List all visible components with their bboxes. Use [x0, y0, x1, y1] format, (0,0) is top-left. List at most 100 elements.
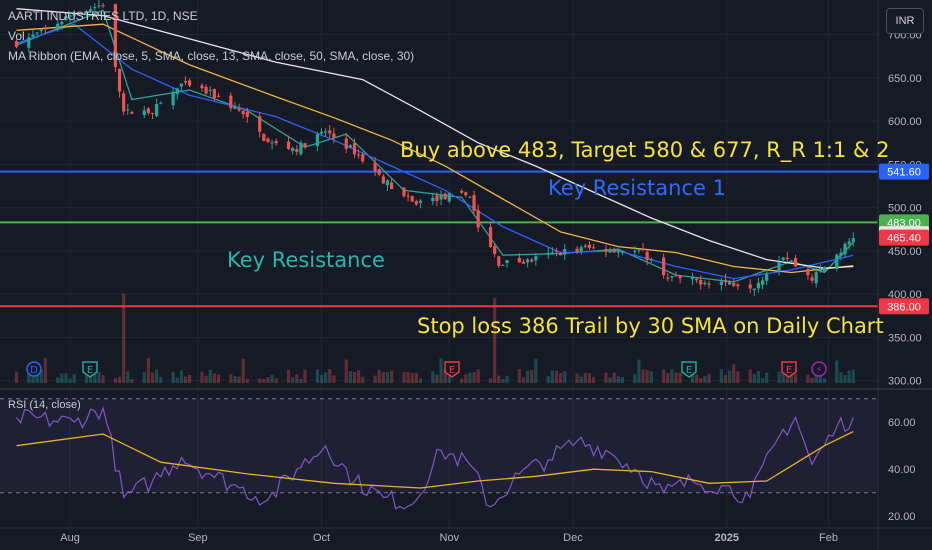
candle-body	[447, 193, 451, 202]
candle-body	[56, 23, 60, 30]
volume-bar	[72, 373, 76, 383]
candle-body	[464, 192, 468, 196]
key-resistance-annotation: Key Resistance	[227, 248, 385, 272]
price-label: 465.40	[887, 233, 921, 245]
candle-body	[27, 37, 31, 48]
volume-bar	[707, 373, 711, 383]
rsi-pane: 20.00 40.00 60.00	[0, 398, 916, 523]
volume-bar	[843, 374, 847, 383]
event-marker	[26, 361, 42, 377]
y-tick: 350.00	[888, 332, 922, 344]
candle-body	[245, 112, 249, 117]
volume-bar	[587, 372, 592, 383]
volume-bar	[822, 378, 827, 383]
candle-body	[760, 280, 765, 285]
candle-body	[431, 197, 435, 202]
rsi-band	[0, 398, 878, 493]
x-tick-Nov: Nov	[440, 532, 460, 544]
candle-body	[526, 259, 530, 263]
candle-body	[377, 169, 381, 175]
candle-body	[637, 249, 641, 251]
candle-body	[146, 108, 150, 113]
price-label-bg	[879, 229, 929, 246]
event-markers[interactable]: D E E E E ⚡	[26, 361, 827, 378]
volume-bar	[612, 372, 616, 383]
ma-ribbon	[16, 8, 854, 283]
volume-bar	[641, 369, 645, 383]
volume-bar	[56, 377, 60, 383]
volume-bar	[666, 372, 670, 383]
volume-bar	[443, 369, 447, 383]
volume-bar	[60, 373, 64, 383]
candle-body	[719, 281, 723, 286]
candle-body	[373, 162, 377, 172]
candle-body	[212, 89, 216, 99]
candle-body	[839, 252, 843, 257]
volume-bar	[381, 372, 385, 383]
candle-body	[851, 238, 855, 243]
candle-body	[616, 250, 620, 253]
volume-bar	[303, 369, 307, 383]
volume-bar	[377, 369, 381, 383]
candle-body	[418, 200, 423, 203]
volume-bar	[839, 372, 843, 383]
candle-body	[385, 180, 390, 186]
candle-body	[546, 252, 550, 255]
volume-bar	[699, 378, 703, 383]
ribbon-legend[interactable]: MA Ribbon (EMA, close, 5, SMA, close, 13…	[8, 49, 415, 63]
volume-bar	[497, 375, 501, 383]
volume-bar	[328, 369, 332, 383]
rsi-legend[interactable]: RSI (14, close)	[8, 399, 81, 411]
candle-body	[690, 277, 695, 280]
x-tick-Aug: Aug	[60, 532, 80, 544]
candle-body	[324, 131, 328, 133]
candle-body	[785, 257, 789, 260]
currency-button[interactable]: INR	[886, 8, 924, 34]
event-marker	[811, 361, 827, 377]
volume-bar	[591, 376, 596, 383]
volume-bar	[608, 377, 612, 383]
volume-bars	[14, 293, 855, 383]
volume-bar	[806, 374, 810, 383]
volume-bar	[385, 372, 390, 383]
volume-bar	[414, 372, 418, 383]
rsi-y-tick: 20.00	[888, 511, 916, 523]
candle-body	[237, 107, 241, 111]
rsi-y-tick: 60.00	[888, 417, 916, 429]
volume-bar	[785, 373, 789, 383]
candle-body	[389, 182, 394, 189]
volume-bar	[43, 357, 47, 383]
volume-bar	[373, 375, 377, 383]
event-marker	[781, 361, 797, 378]
volume-bar	[171, 371, 175, 383]
volume-bar	[406, 371, 410, 383]
volume-bar	[645, 370, 649, 383]
key-resistance-1-annotation: Key Resistance 1	[548, 176, 726, 200]
candle-body	[472, 195, 476, 211]
y-tick: 300.00	[888, 376, 922, 388]
candle-body	[175, 88, 179, 95]
volume-legend[interactable]: Vol	[8, 29, 25, 43]
candle-body	[229, 95, 233, 109]
candle-body	[35, 32, 39, 34]
event-marker-label: E	[786, 365, 792, 376]
volume-bar	[723, 374, 728, 383]
candle-body	[414, 201, 418, 205]
symbol-legend[interactable]: AARTI INDUSTRIES LTD, 1D, NSE	[8, 9, 198, 23]
candle-body	[579, 247, 583, 252]
volume-bar	[204, 375, 208, 383]
candle-body	[348, 145, 352, 148]
candle-body	[476, 210, 480, 228]
volume-bar	[662, 369, 666, 383]
volume-bar	[563, 370, 567, 383]
candle-body	[171, 91, 175, 106]
candle-body	[835, 254, 839, 269]
volume-bar	[101, 375, 105, 383]
volume-bar	[781, 372, 785, 383]
volume-bar	[212, 373, 216, 383]
volume-bar	[200, 371, 204, 383]
candle-body	[122, 93, 126, 112]
candle-body	[97, 5, 101, 7]
volume-bar	[402, 371, 406, 383]
